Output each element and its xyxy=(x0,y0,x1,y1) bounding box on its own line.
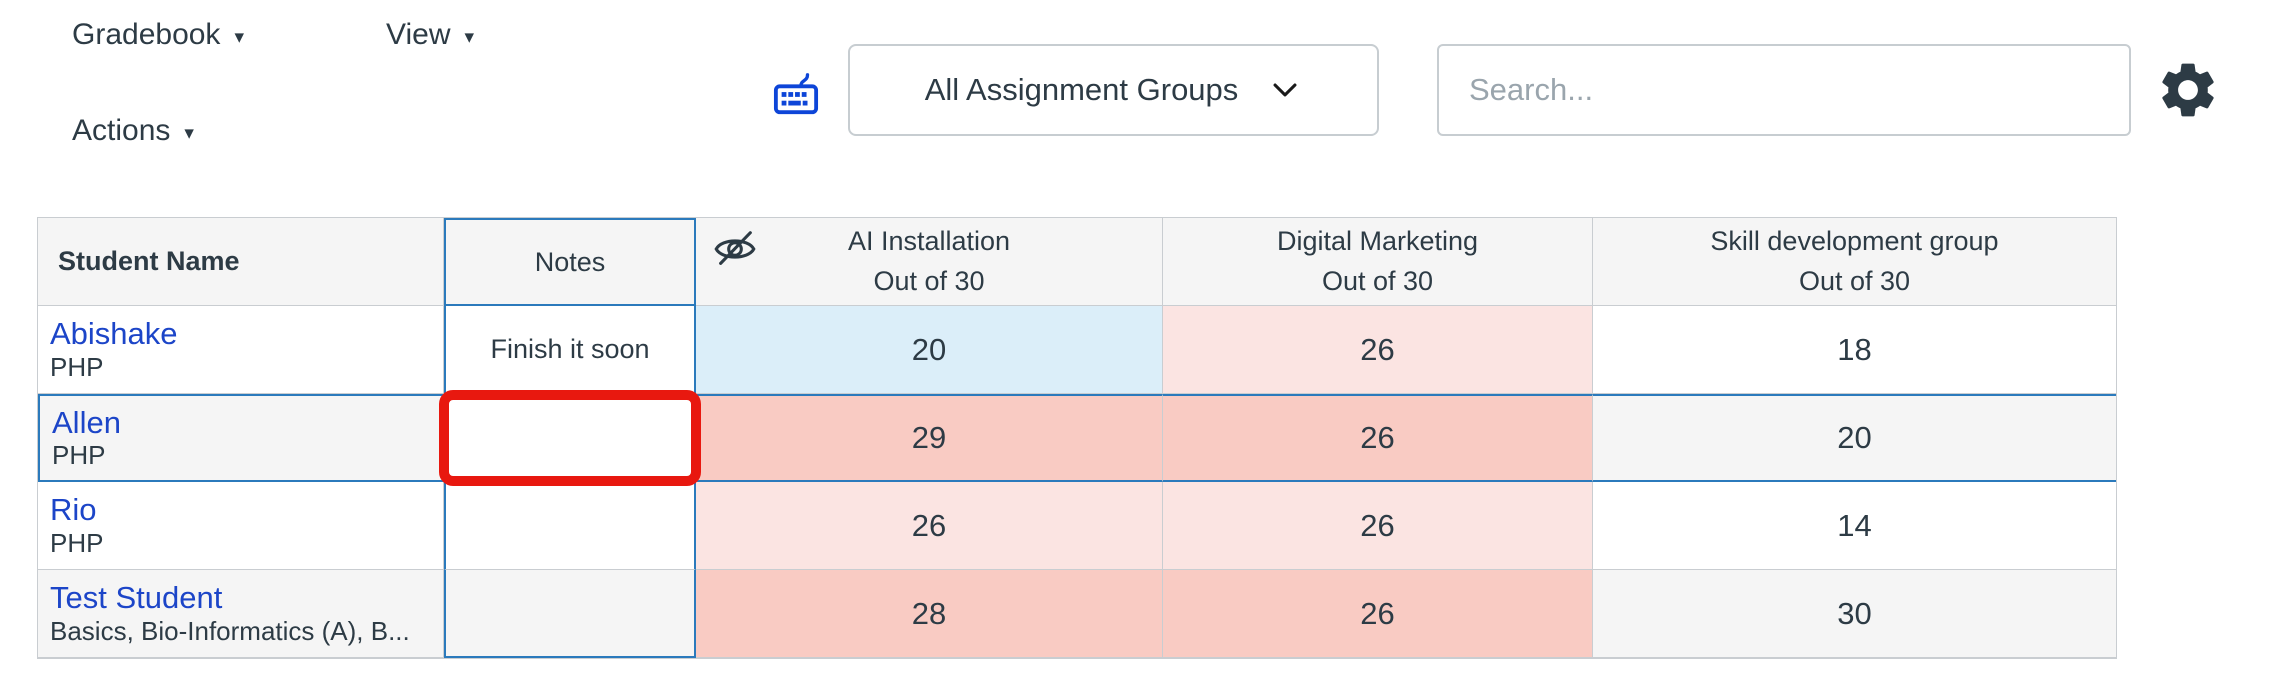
grade-cell[interactable]: 20 xyxy=(1593,394,2116,482)
grade-value: 26 xyxy=(911,507,947,543)
grade-value: 26 xyxy=(1360,507,1395,543)
student-section: PHP xyxy=(50,527,104,558)
search-input[interactable] xyxy=(1437,44,2131,136)
caret-down-icon: ▾ xyxy=(184,122,194,144)
grade-cell[interactable]: 18 xyxy=(1593,306,2116,394)
actions-menu[interactable]: Actions ▾ xyxy=(72,114,194,148)
note-cell[interactable]: Finish it soon xyxy=(444,306,696,394)
grade-value: 20 xyxy=(1837,420,1872,455)
column-header-notes[interactable]: Notes xyxy=(444,218,696,306)
keyboard-shortcuts-icon xyxy=(773,73,819,115)
grade-cell[interactable]: 28 xyxy=(696,570,1163,658)
student-section: Basics, Bio-Informatics (A), B... xyxy=(50,615,410,646)
student-section: PHP xyxy=(50,351,104,382)
student-link[interactable]: Rio xyxy=(50,492,97,528)
grade-value: 26 xyxy=(1360,420,1395,455)
grade-cell[interactable]: 14 xyxy=(1593,482,2116,570)
assignment-title: AI Installation xyxy=(847,226,1011,257)
grade-value: 18 xyxy=(1837,331,1872,367)
student-link[interactable]: Allen xyxy=(52,404,121,440)
gradebook-settings-button[interactable] xyxy=(2152,54,2224,126)
grade-cell[interactable]: 29 xyxy=(696,394,1163,482)
gear-icon xyxy=(2162,63,2214,117)
view-menu-label: View xyxy=(386,18,451,51)
assignment-group-filter-value: All Assignment Groups xyxy=(924,72,1239,107)
notes-header-label: Notes xyxy=(534,246,606,277)
grade-cell[interactable]: 26 xyxy=(696,482,1163,570)
assignment-title: Skill development group xyxy=(1710,226,1999,257)
student-name-header-label: Student Name xyxy=(58,246,240,276)
grade-value: 29 xyxy=(911,420,947,455)
student-section: PHP xyxy=(52,440,106,471)
gradebook-table: Student Name Notes AI Installation Out o… xyxy=(37,217,2117,659)
column-header-ai-installation[interactable]: AI Installation Out of 30 xyxy=(696,218,1163,306)
assignment-points: Out of 30 xyxy=(1798,265,1911,296)
grade-value: 26 xyxy=(1360,331,1395,367)
caret-down-icon: ▾ xyxy=(234,26,244,48)
note-text: Finish it soon xyxy=(490,334,650,364)
assignment-group-filter[interactable]: All Assignment Groups xyxy=(848,44,1379,136)
student-link[interactable]: Test Student xyxy=(50,580,223,616)
grade-cell[interactable]: 26 xyxy=(1163,570,1593,658)
column-header-student-name[interactable]: Student Name xyxy=(38,218,444,306)
note-cell[interactable] xyxy=(444,482,696,570)
grade-value: 26 xyxy=(1360,595,1395,631)
gradebook-menu-label: Gradebook xyxy=(72,18,221,51)
table-row-student: Test Student Basics, Bio-Informatics (A)… xyxy=(38,570,444,658)
assignment-points: Out of 30 xyxy=(1321,265,1434,296)
grade-cell[interactable]: 26 xyxy=(1163,482,1593,570)
table-row-student: Abishake PHP xyxy=(38,306,444,394)
grade-cell[interactable]: 20 xyxy=(696,306,1163,394)
gradebook-menu[interactable]: Gradebook ▾ xyxy=(72,18,244,52)
actions-menu-label: Actions xyxy=(72,114,171,147)
grade-value: 28 xyxy=(911,595,947,631)
table-row-student: Allen PHP xyxy=(38,394,444,482)
student-link[interactable]: Abishake xyxy=(50,316,178,352)
keyboard-shortcuts-button[interactable] xyxy=(770,68,822,120)
caret-down-icon: ▾ xyxy=(464,26,475,48)
grade-value: 30 xyxy=(1837,595,1872,631)
assignment-points: Out of 30 xyxy=(873,265,985,296)
view-menu[interactable]: View ▾ xyxy=(386,18,474,52)
eye-slash-icon xyxy=(712,226,758,283)
table-row-student: Rio PHP xyxy=(38,482,444,570)
note-cell[interactable] xyxy=(444,570,696,658)
grade-cell[interactable]: 30 xyxy=(1593,570,2116,658)
chevron-down-icon xyxy=(1273,83,1297,97)
note-cell-selected[interactable] xyxy=(444,394,696,482)
assignment-title: Digital Marketing xyxy=(1276,226,1479,257)
grade-cell[interactable]: 26 xyxy=(1163,394,1593,482)
grade-value: 14 xyxy=(1837,507,1872,543)
column-header-skill-development[interactable]: Skill development group Out of 30 xyxy=(1593,218,2116,306)
column-header-digital-marketing[interactable]: Digital Marketing Out of 30 xyxy=(1163,218,1593,306)
grade-value: 20 xyxy=(911,331,947,367)
grade-cell[interactable]: 26 xyxy=(1163,306,1593,394)
